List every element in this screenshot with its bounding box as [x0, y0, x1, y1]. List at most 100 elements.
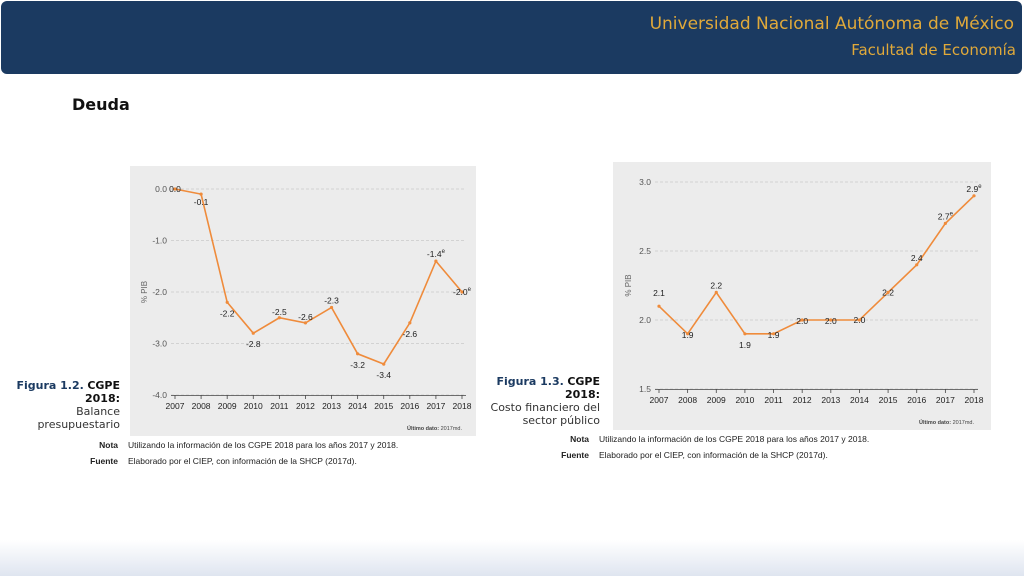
- caption-line: Costo financiero del: [490, 401, 600, 414]
- nota-text: Utilizando la información de los CGPE 20…: [128, 440, 399, 450]
- x-tick-label: 2007: [650, 395, 669, 405]
- fuente-label: Fuente: [90, 456, 118, 466]
- estimate-marker: e: [950, 211, 954, 217]
- data-label: 2.0: [796, 316, 808, 326]
- data-point: [943, 221, 947, 225]
- figure-caption-balance: Figura 1.2. CGPE 2018: Balance presupues…: [10, 379, 120, 431]
- data-point: [686, 332, 690, 336]
- data-point: [915, 263, 919, 267]
- fuente-label: Fuente: [561, 450, 589, 460]
- data-label: 2.0: [854, 315, 866, 325]
- data-label: -3.4: [376, 370, 391, 380]
- data-point: [199, 192, 203, 196]
- data-label: -2.8: [246, 339, 261, 349]
- fuente-row: Fuente Elaborado por el CIEP, con informa…: [549, 450, 828, 460]
- figure-number: Figura 1.3.: [496, 375, 564, 388]
- data-point: [857, 318, 862, 322]
- header-banner: Universidad Nacional Autónoma de México …: [1, 1, 1022, 74]
- series-line: [658, 195, 975, 336]
- university-name: Universidad Nacional Autónoma de México: [649, 14, 1014, 34]
- series-line: [174, 188, 463, 366]
- y-tick-label: -3.0: [152, 339, 167, 349]
- data-label: 2.4: [911, 253, 923, 263]
- figure-caption-costo-financiero: Figura 1.3. CGPE 2018: Costo financiero …: [478, 375, 600, 427]
- source-note-label: Último dato:: [407, 425, 441, 432]
- figure-name: CGPE 2018:: [564, 375, 600, 401]
- data-label: 2.7e: [938, 211, 954, 221]
- data-label: -2.6: [402, 329, 417, 339]
- data-label: 1.9: [739, 340, 751, 350]
- figure-name: CGPE 2018:: [84, 379, 120, 405]
- data-point: [829, 318, 833, 322]
- x-tick-label: 2014: [850, 395, 869, 405]
- data-point: [329, 305, 334, 310]
- source-note-value: 2017md.: [953, 420, 975, 426]
- x-tick-label: 2012: [296, 401, 315, 411]
- source-note: Último dato: 2017md.: [407, 425, 462, 432]
- estimate-marker: e: [468, 287, 472, 293]
- x-tick-label: 2007: [166, 401, 185, 411]
- x-tick-label: 2009: [707, 395, 726, 405]
- source-note: Último dato: 2017md.: [919, 419, 974, 426]
- y-tick-label: -4.0: [152, 390, 167, 400]
- data-point: [460, 290, 464, 294]
- data-label: 1.9: [682, 330, 694, 340]
- x-tick-label: 2011: [764, 395, 783, 405]
- data-point: [434, 259, 438, 263]
- y-axis-label: % PIB: [624, 274, 633, 296]
- data-point: [771, 332, 776, 336]
- nota-label: Nota: [570, 434, 589, 444]
- y-tick-label: 1.5: [639, 384, 651, 394]
- data-label: -1.4e: [427, 249, 446, 259]
- data-label: -2.5: [272, 307, 287, 317]
- data-point: [408, 321, 412, 325]
- data-label: 1.9: [768, 330, 780, 340]
- nota-row: Nota Utilizando la información de los CGP…: [549, 434, 869, 444]
- data-label: -2.2: [220, 308, 235, 318]
- caption-line: presupuestario: [37, 418, 120, 431]
- nota-row: Nota Utilizando la información de los CGP…: [78, 440, 398, 450]
- data-label: 2.1: [653, 288, 665, 298]
- x-tick-label: 2010: [244, 401, 263, 411]
- data-label: -2.0e: [453, 287, 472, 297]
- source-note-value: 2017md.: [441, 426, 463, 432]
- data-point: [972, 194, 976, 198]
- x-tick-label: 2015: [879, 395, 898, 405]
- data-point: [743, 332, 747, 336]
- y-tick-label: -2.0: [152, 287, 167, 297]
- caption-line: sector público: [522, 414, 600, 427]
- x-tick-label: 2013: [821, 395, 840, 405]
- fuente-text: Elaborado por el CIEP, con información d…: [599, 450, 828, 460]
- y-tick-label: 2.5: [639, 246, 651, 256]
- caption-line: Balance: [76, 405, 120, 418]
- y-tick-label: 3.0: [639, 177, 651, 187]
- data-point: [277, 316, 281, 320]
- slide-title: Deuda: [72, 95, 130, 114]
- data-label: -0.1: [194, 197, 209, 207]
- source-note-label: Último dato:: [919, 419, 953, 426]
- x-tick-label: 2011: [270, 401, 289, 411]
- data-label: -2.6: [298, 312, 313, 322]
- estimate-marker: e: [442, 249, 446, 255]
- y-tick-label: 0.0: [155, 184, 167, 194]
- x-tick-label: 2016: [400, 401, 419, 411]
- data-label: 2.0: [825, 316, 837, 326]
- data-label: 0.0: [169, 184, 181, 194]
- y-tick-label: 2.0: [639, 315, 651, 325]
- data-point: [886, 290, 890, 294]
- x-tick-label: 2018: [453, 401, 472, 411]
- x-tick-label: 2016: [907, 395, 926, 405]
- data-label: 2.2: [710, 280, 722, 290]
- data-point: [356, 352, 360, 356]
- faculty-name: Facultad de Economía: [851, 41, 1016, 59]
- data-point: [225, 300, 229, 304]
- y-tick-label: -1.0: [152, 236, 167, 246]
- x-tick-label: 2015: [374, 401, 393, 411]
- x-tick-label: 2008: [192, 401, 211, 411]
- y-axis-label: % PIB: [140, 281, 149, 303]
- data-label: -3.2: [350, 360, 365, 370]
- chart-costo-financiero: 3.0 2.5 2.0 1.5 2007 2008 2009 2010 2011 2012 2013…: [613, 162, 991, 430]
- chart-balance-presupuestario: 0.0 -1.0 -2.0 -3.0 -4.0 2007 2008 2009 2010 2011 2…: [130, 166, 476, 436]
- x-tick-label: 2017: [426, 401, 445, 411]
